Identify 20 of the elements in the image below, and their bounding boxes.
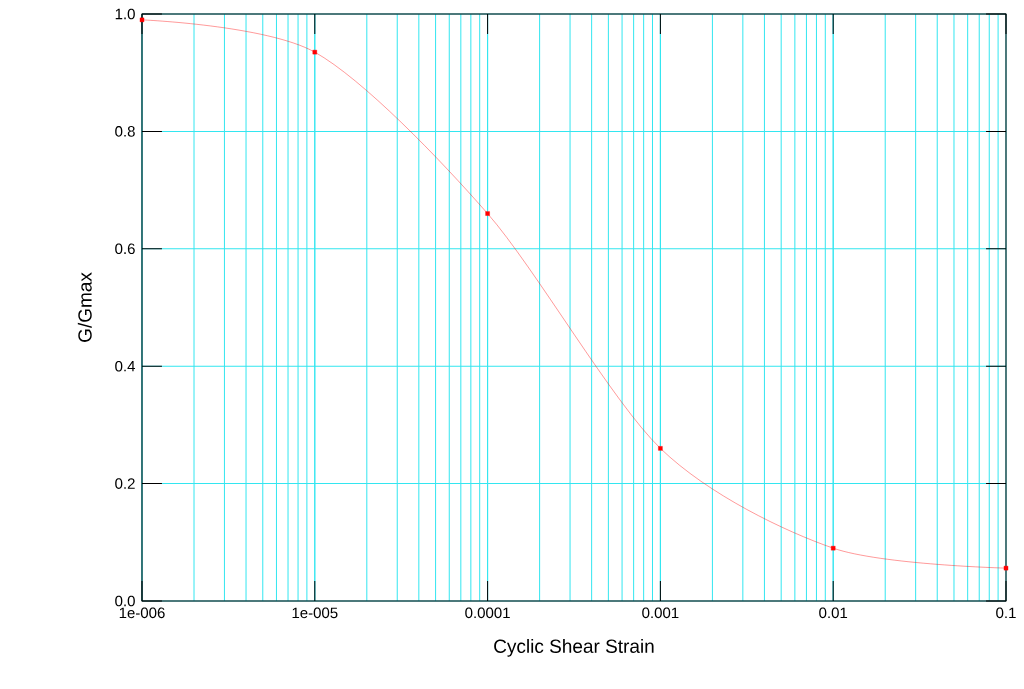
- y-tick-label: 0.6: [115, 243, 135, 255]
- y-tick-label: 0.2: [115, 478, 135, 489]
- x-axis-title: Cyclic Shear Strain: [494, 639, 654, 657]
- x-tick-label: 1e-005: [292, 607, 338, 619]
- point: [658, 446, 663, 451]
- x-tick-label: 0.001: [642, 607, 679, 619]
- x-tick-label: 0.0001: [465, 607, 510, 619]
- y-tick-label: 0.4: [115, 360, 136, 372]
- y-axis-title: G/Gmax: [77, 272, 92, 342]
- x-tick-label: 0.1: [996, 607, 1016, 619]
- point: [831, 545, 836, 551]
- point: [312, 49, 317, 55]
- y-tick-label: 1.0: [115, 8, 135, 20]
- x-tick-label: 0.01: [819, 607, 848, 619]
- point: [1003, 565, 1009, 571]
- point: [139, 17, 145, 23]
- x-tick-label: 1e-006: [119, 607, 165, 619]
- y-tick-label: 0.0: [115, 595, 135, 607]
- point: [485, 211, 490, 216]
- y-tick-label: 0.8: [115, 126, 135, 137]
